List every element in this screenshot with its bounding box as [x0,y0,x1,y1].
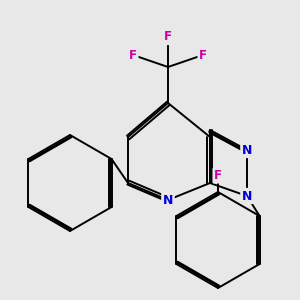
Text: F: F [129,49,137,62]
Text: N: N [242,190,252,202]
Text: N: N [242,143,252,157]
Text: N: N [163,194,173,206]
Text: F: F [214,169,222,182]
Text: F: F [164,31,172,44]
Text: F: F [199,49,207,62]
